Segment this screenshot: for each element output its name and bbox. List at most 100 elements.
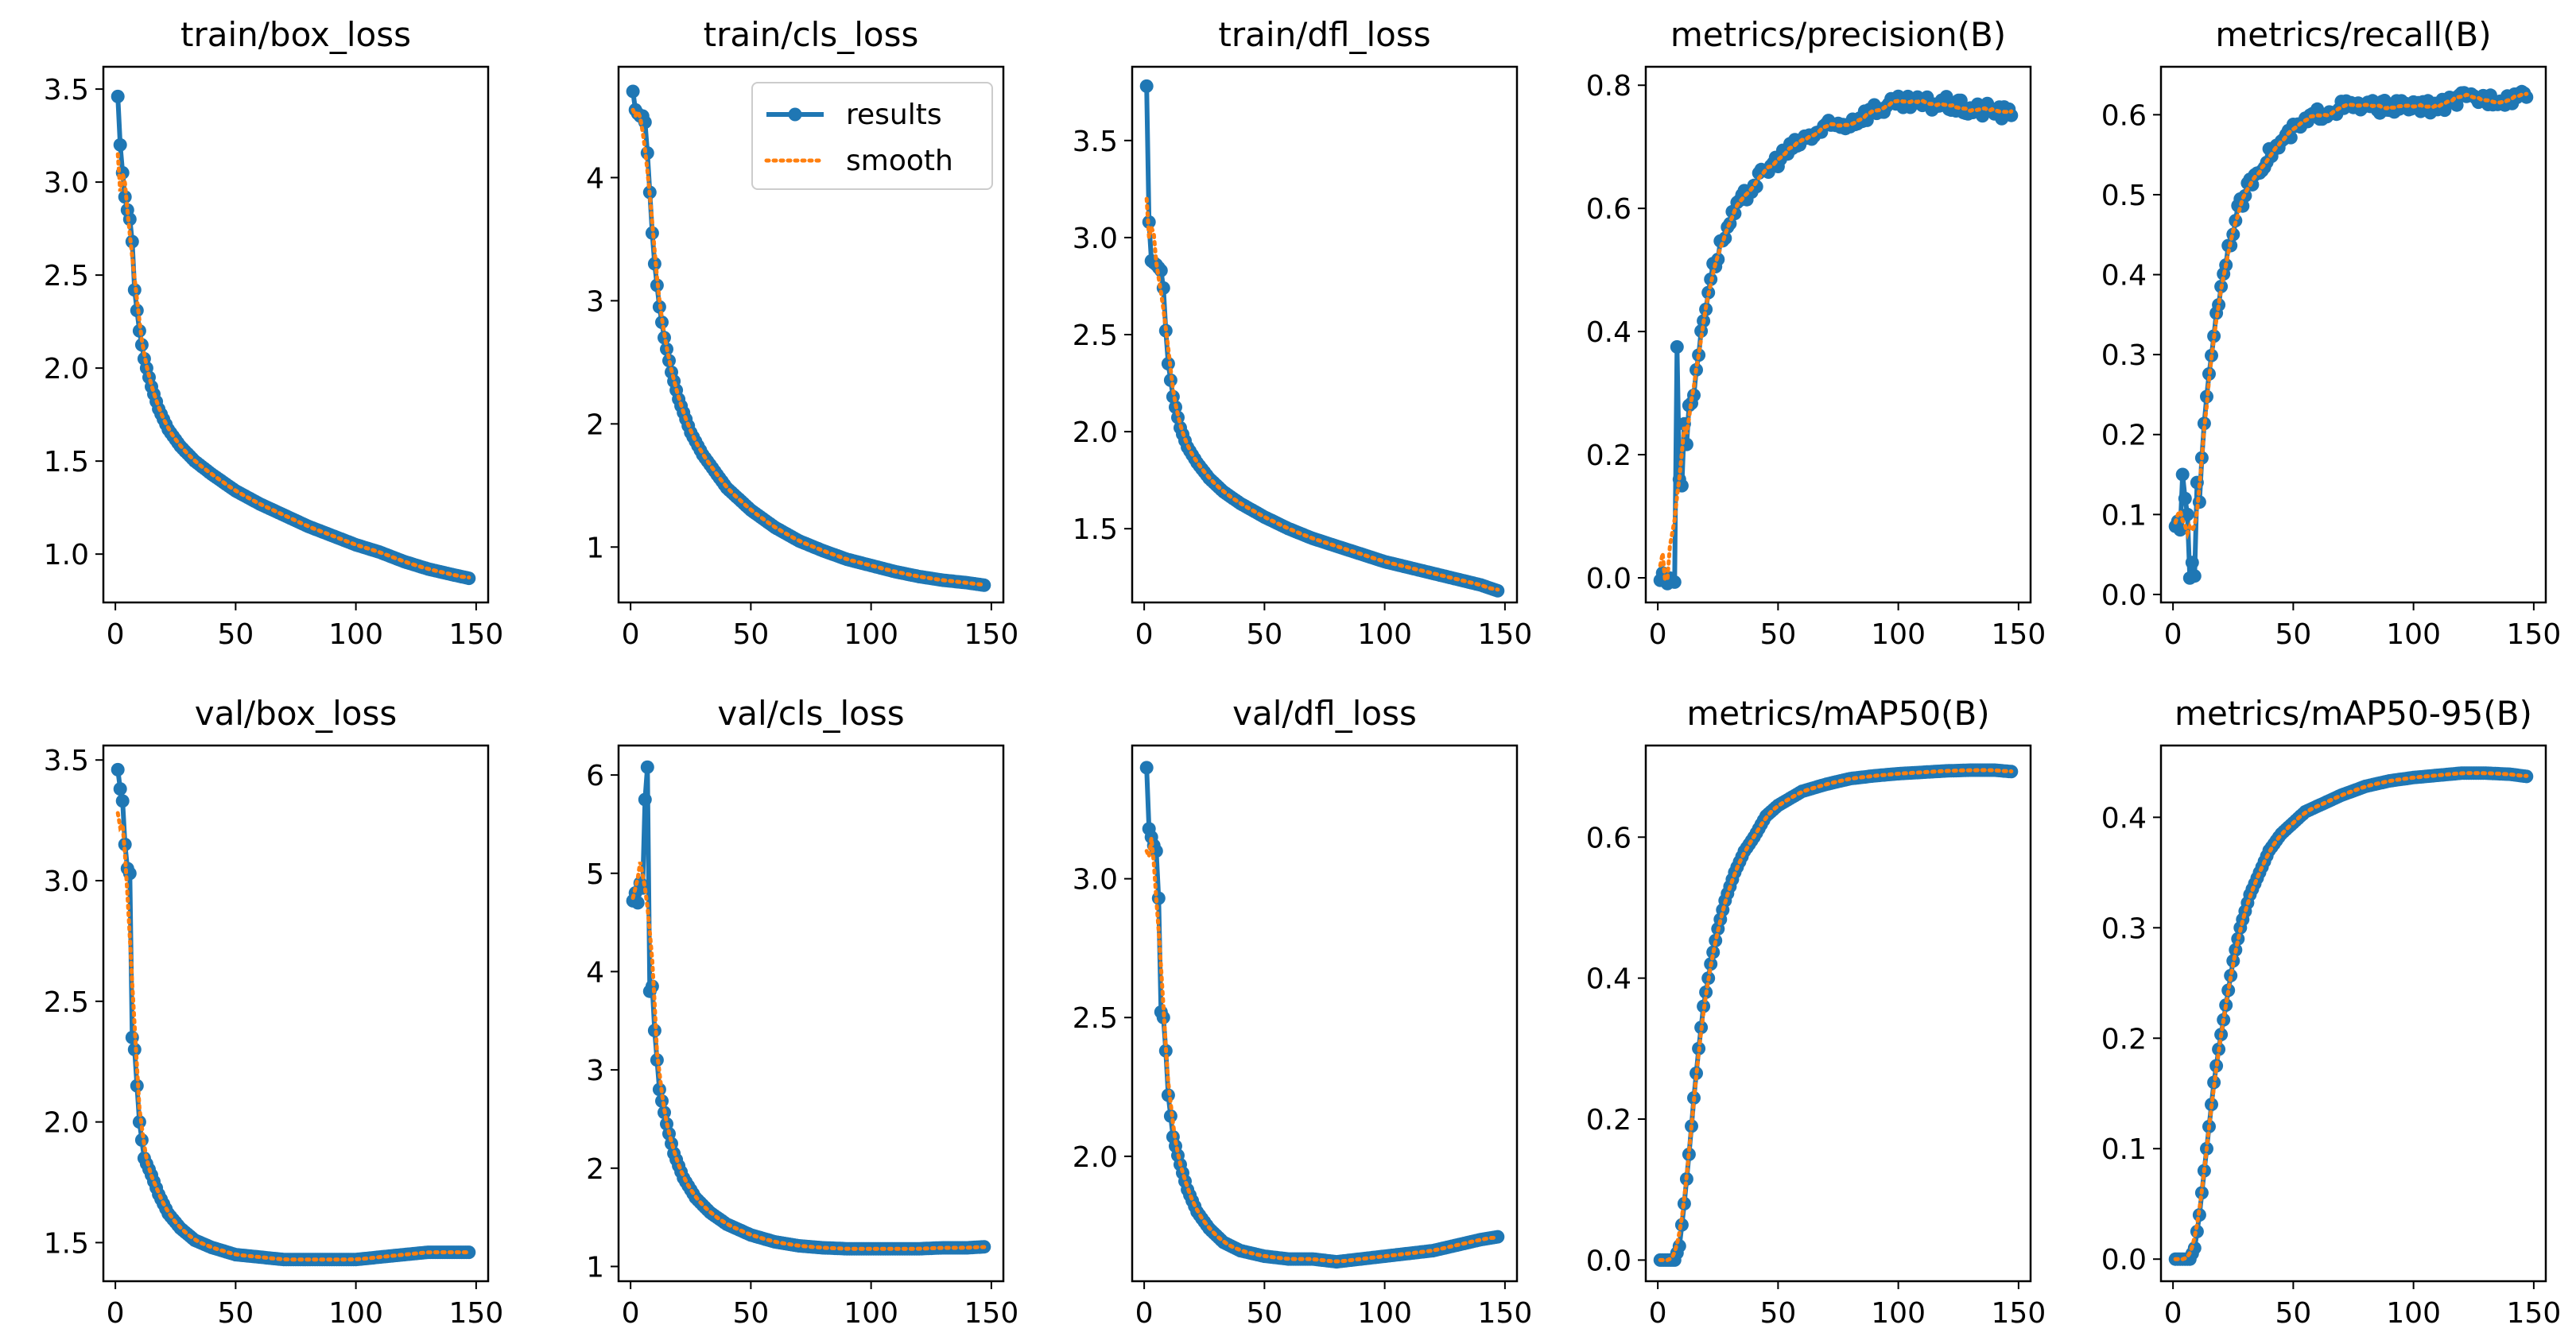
results-point xyxy=(626,84,640,99)
axes-frame xyxy=(617,65,1005,604)
x-tick-label: 100 xyxy=(844,1297,898,1330)
y-tick-label: 2.5 xyxy=(44,986,89,1019)
x-tick-label: 0 xyxy=(107,1297,125,1330)
x-tick-label: 100 xyxy=(328,618,383,651)
x-tick-label: 50 xyxy=(2275,1297,2311,1330)
y-tick-label: 0.6 xyxy=(2101,99,2147,132)
results-point xyxy=(2226,954,2240,968)
legend-smooth-label: smooth xyxy=(846,145,953,177)
x-tick-label: 0 xyxy=(1135,1297,1154,1330)
y-tick-label: 3.0 xyxy=(1073,223,1118,255)
x-tick-label: 100 xyxy=(1357,1297,1412,1330)
results-point xyxy=(1139,761,1154,775)
axes-frame xyxy=(2159,744,2547,1283)
y-tick-label: 1 xyxy=(586,1251,604,1284)
x-tick-label: 50 xyxy=(1759,1297,1796,1330)
y-tick-label: 0.5 xyxy=(2101,180,2147,212)
x-tick-label: 50 xyxy=(217,618,254,651)
plot-area xyxy=(2168,84,2534,585)
y-tick-label: 3.0 xyxy=(44,167,89,199)
legend-results-label: results xyxy=(846,99,942,131)
results-point xyxy=(2520,90,2534,104)
y-tick-label: 0.3 xyxy=(2101,339,2147,372)
y-tick-label: 4 xyxy=(586,162,604,195)
x-tick-label: 100 xyxy=(1871,618,1926,651)
smooth-series-line xyxy=(630,862,987,1251)
smooth-series-line xyxy=(115,152,471,580)
x-tick-label: 50 xyxy=(1759,618,1796,651)
results-point xyxy=(638,115,652,130)
y-tick-label: 2.5 xyxy=(1073,320,1118,352)
x-tick-label: 0 xyxy=(2164,1297,2182,1330)
y-tick-label: 1.5 xyxy=(44,1227,89,1260)
smooth-series-line xyxy=(630,107,987,587)
chart-panel: train/cls_loss 0 50 100 150 1 2 3 4 results smooth xyxy=(586,15,1018,651)
x-tick-label: 0 xyxy=(107,618,125,651)
results-point xyxy=(2185,556,2199,570)
y-tick-label: 2.0 xyxy=(44,353,89,385)
plot-area xyxy=(626,760,991,1256)
x-tick-label: 50 xyxy=(2275,618,2311,651)
x-tick-label: 50 xyxy=(1246,618,1282,651)
y-tick-label: 2.0 xyxy=(1073,416,1118,449)
x-tick-label: 100 xyxy=(328,1297,383,1330)
results-point xyxy=(1139,79,1154,93)
x-tick-label: 100 xyxy=(2386,1297,2441,1330)
chart-panel: metrics/mAP50-95(B) 0 50 100 150 0.0 0.1 0.2 0.3… xyxy=(2101,694,2562,1330)
plot-area xyxy=(111,762,476,1267)
y-tick-label: 4 xyxy=(586,956,604,989)
results-point xyxy=(111,762,125,777)
x-tick-label: 150 xyxy=(1992,1297,2046,1330)
axes-frame xyxy=(1131,744,1519,1283)
x-tick-label: 0 xyxy=(1649,618,1667,651)
chart-title: val/dfl_loss xyxy=(1232,694,1417,733)
y-tick-label: 0.2 xyxy=(2101,1023,2147,1055)
y-tick-label: 1.5 xyxy=(44,446,89,478)
smooth-series-line xyxy=(1144,838,1500,1264)
y-tick-label: 0.4 xyxy=(2101,802,2147,835)
y-tick-label: 3.0 xyxy=(1073,864,1118,897)
x-tick-label: 0 xyxy=(1135,618,1154,651)
x-tick-label: 150 xyxy=(2507,1297,2562,1330)
results-point xyxy=(2187,569,2202,583)
results-point xyxy=(2180,507,2194,521)
smooth-series-line xyxy=(115,811,471,1262)
results-point xyxy=(2200,389,2213,404)
y-tick-label: 2.0 xyxy=(1073,1141,1118,1174)
y-tick-label: 0.6 xyxy=(1586,822,1631,854)
smooth-series-line xyxy=(2173,91,2529,540)
y-tick-label: 0.4 xyxy=(2101,260,2147,292)
plot-area xyxy=(1653,763,2019,1267)
legend-results-marker xyxy=(788,107,802,122)
y-tick-label: 0.8 xyxy=(1586,70,1631,103)
results-point xyxy=(462,1245,476,1260)
results-point xyxy=(2224,969,2238,982)
x-tick-label: 150 xyxy=(964,1297,1019,1330)
smooth-series-line xyxy=(1658,99,2014,583)
smooth-series-line xyxy=(1144,196,1500,592)
y-tick-label: 3 xyxy=(586,1055,604,1087)
chart-title: metrics/mAP50(B) xyxy=(1686,694,1989,733)
x-tick-label: 150 xyxy=(2507,618,2562,651)
x-tick-label: 150 xyxy=(1992,618,2046,651)
y-tick-label: 1 xyxy=(586,532,604,564)
results-point xyxy=(1156,1010,1170,1024)
results-point xyxy=(2175,467,2190,482)
chart-panel: metrics/mAP50(B) 0 50 100 150 0.0 0.2 0.4 0.6 xyxy=(1586,694,2046,1330)
chart-panel: train/dfl_loss 0 50 100 150 1.5 2.0 2.5 3.0 3.5 xyxy=(1073,15,1533,651)
y-tick-label: 0.3 xyxy=(2101,912,2147,945)
y-tick-label: 3.5 xyxy=(44,745,89,777)
results-point xyxy=(1939,90,1953,104)
smooth-series-line xyxy=(1658,768,2014,1262)
chart-title: train/dfl_loss xyxy=(1218,15,1430,54)
chart-title: metrics/mAP50-95(B) xyxy=(2174,694,2532,733)
results-point xyxy=(111,89,125,103)
chart-panel: val/box_loss 0 50 100 150 1.5 2.0 2.5 3.0 3.5 xyxy=(44,694,504,1330)
y-tick-label: 2.0 xyxy=(44,1107,89,1140)
chart-title: val/cls_loss xyxy=(717,694,904,733)
results-point xyxy=(1667,575,1682,589)
y-tick-label: 3.0 xyxy=(44,866,89,898)
plot-area xyxy=(111,89,476,586)
